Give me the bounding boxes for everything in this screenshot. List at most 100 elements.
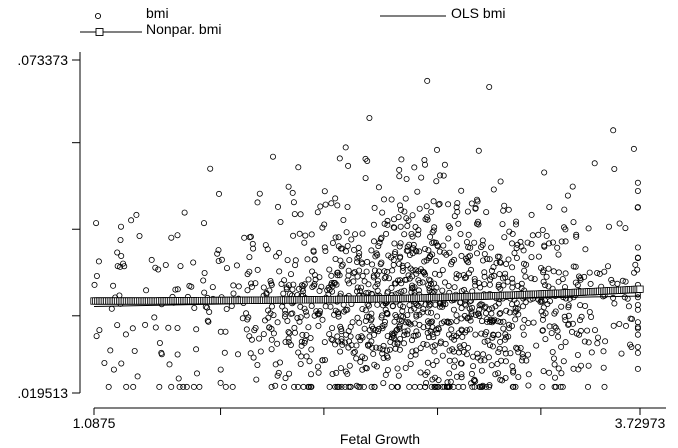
- bmi-point: [453, 275, 460, 282]
- bmi-point: [287, 271, 294, 278]
- bmi-point: [315, 369, 322, 376]
- bmi-point: [411, 305, 418, 312]
- bmi-point: [552, 324, 559, 331]
- bmi-point: [272, 382, 279, 389]
- bmi-point: [495, 281, 502, 288]
- bmi-point: [308, 302, 315, 309]
- bmi-point: [472, 205, 479, 212]
- bmi-point: [406, 241, 413, 248]
- bmi-point: [505, 256, 512, 263]
- bmi-point: [217, 366, 224, 373]
- bmi-point: [396, 243, 403, 250]
- bmi-point: [578, 313, 585, 320]
- bmi-point: [336, 155, 343, 162]
- bmi-point: [372, 283, 379, 290]
- bmi-point: [476, 306, 483, 313]
- bmi-point: [505, 321, 512, 328]
- bmi-point: [520, 303, 527, 310]
- bmi-point: [172, 286, 179, 293]
- bmi-point: [496, 345, 503, 352]
- bmi-point: [270, 330, 277, 337]
- bmi-point: [156, 339, 163, 346]
- bmi-point: [403, 276, 410, 283]
- bmi-point: [218, 256, 225, 263]
- bmi-point: [440, 301, 447, 308]
- bmi-point: [416, 321, 423, 328]
- bmi-point: [326, 266, 333, 273]
- bmi-point: [356, 250, 363, 257]
- bmi-point: [412, 223, 419, 230]
- bmi-point: [399, 307, 406, 314]
- bmi-point: [374, 277, 381, 284]
- bmi-point: [350, 278, 357, 285]
- bmi-point: [307, 334, 314, 341]
- bmi-point: [486, 342, 493, 349]
- bmi-point: [355, 383, 362, 390]
- bmi-point: [370, 272, 377, 279]
- bmi-point: [297, 360, 304, 367]
- bmi-point: [374, 271, 381, 278]
- bmi-point: [445, 201, 452, 208]
- bmi-point: [345, 272, 352, 279]
- bmi-point: [117, 263, 124, 270]
- bmi-point: [174, 324, 181, 331]
- bmi-point: [473, 250, 480, 257]
- bmi-point: [430, 334, 437, 341]
- bmi-point: [429, 229, 436, 236]
- bmi-point: [428, 309, 435, 316]
- bmi-point: [416, 248, 423, 255]
- bmi-point: [152, 264, 159, 271]
- bmi-point: [223, 305, 230, 312]
- bmi-point: [338, 338, 345, 345]
- bmi-point: [417, 383, 424, 390]
- bmi-point: [223, 265, 230, 272]
- bmi-point: [344, 203, 351, 210]
- bmi-point: [585, 225, 592, 232]
- bmi-point: [310, 247, 317, 254]
- bmi-point: [451, 363, 458, 370]
- bmi-point: [379, 346, 386, 353]
- bmi-point: [494, 253, 501, 260]
- bmi-point: [474, 350, 481, 357]
- bmi-point: [451, 256, 458, 263]
- bmi-point: [432, 383, 439, 390]
- bmi-point: [278, 280, 285, 287]
- bmi-point: [383, 309, 390, 316]
- bmi-point: [551, 383, 558, 390]
- bmi-point: [432, 257, 439, 264]
- bmi-point: [497, 376, 504, 383]
- bmi-point: [438, 320, 445, 327]
- bmi-point: [129, 325, 136, 332]
- bmi-point: [431, 288, 438, 295]
- bmi-point: [446, 347, 453, 354]
- bmi-point: [362, 175, 369, 182]
- bmi-point: [349, 319, 356, 326]
- bmi-point: [285, 183, 292, 190]
- bmi-point: [461, 286, 468, 293]
- bmi-point: [282, 307, 289, 314]
- bmi-point: [513, 254, 520, 261]
- y-tick-label-top: .073373: [17, 52, 68, 68]
- bmi-point: [321, 221, 328, 228]
- bmi-point: [453, 373, 460, 380]
- bmi-point: [404, 312, 411, 319]
- bmi-point: [502, 358, 509, 365]
- bmi-point: [241, 234, 248, 241]
- bmi-point: [569, 328, 576, 335]
- bmi-point: [621, 294, 628, 301]
- bmi-point: [454, 208, 461, 215]
- bmi-point: [244, 316, 251, 323]
- bmi-point: [550, 268, 557, 275]
- bmi-point: [384, 268, 391, 275]
- bmi-point: [428, 208, 435, 215]
- bmi-point: [495, 283, 502, 290]
- bmi-point: [151, 314, 158, 321]
- bmi-point: [297, 211, 304, 218]
- bmi-point: [410, 332, 417, 339]
- bmi-point: [332, 234, 339, 241]
- bmi-point: [490, 186, 497, 193]
- bmi-point: [168, 234, 175, 241]
- bmi-point: [471, 239, 478, 246]
- bmi-point: [215, 257, 222, 264]
- bmi-point: [282, 310, 289, 317]
